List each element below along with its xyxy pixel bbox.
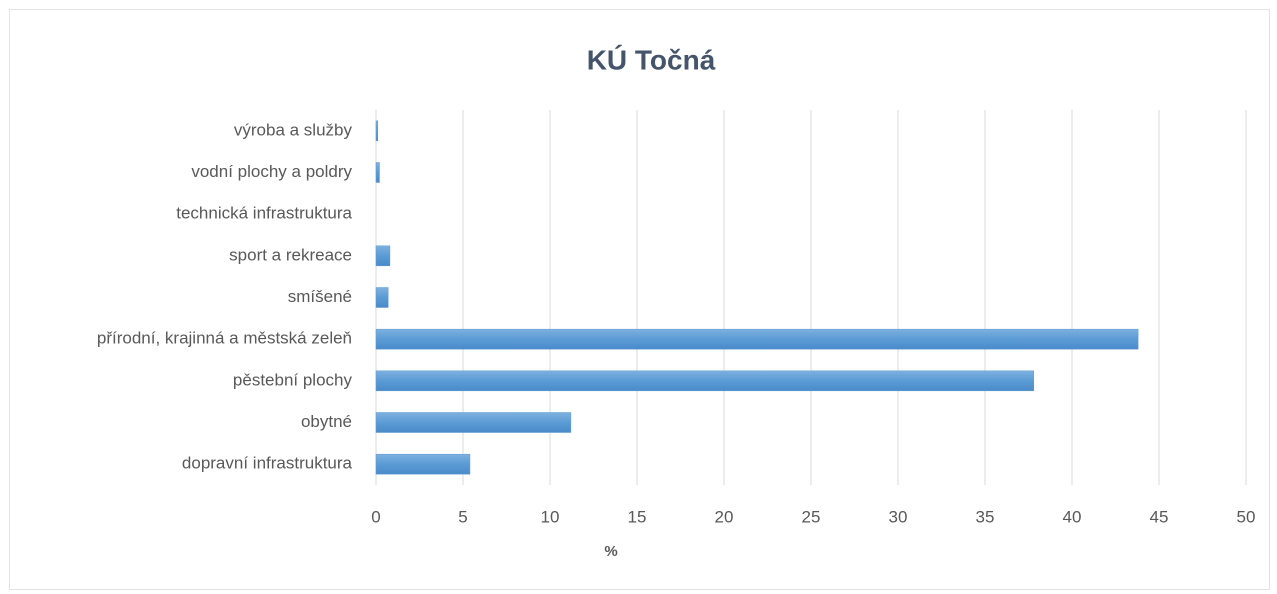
chart-frame — [9, 9, 1270, 590]
bar — [375, 328, 1139, 350]
x-tick-label: 5 — [458, 507, 467, 526]
bar — [375, 412, 572, 433]
y-tick-label: výroba a služby — [234, 120, 353, 139]
y-tick-label: dopravní infrastruktura — [182, 454, 353, 473]
x-tick-label: 25 — [802, 507, 821, 526]
x-tick-label: 30 — [889, 507, 908, 526]
bar — [375, 287, 389, 308]
x-tick-label: 20 — [715, 507, 734, 526]
y-tick-label: technická infrastruktura — [176, 204, 352, 223]
y-tick-label: přírodní, krajinná a městská zeleň — [97, 329, 352, 348]
bar — [375, 162, 380, 183]
y-tick-label: vodní plochy a poldry — [191, 162, 352, 181]
y-tick-label: smíšené — [288, 287, 352, 306]
x-tick-label: 15 — [628, 507, 647, 526]
x-tick-label: 0 — [371, 507, 380, 526]
y-tick-label: obytné — [301, 412, 352, 431]
chart-title: KÚ Točná — [587, 44, 716, 75]
x-tick-label: 45 — [1150, 507, 1169, 526]
x-axis-title: % — [604, 543, 617, 560]
bar — [375, 245, 391, 267]
x-tick-label: 35 — [976, 507, 995, 526]
y-tick-label: pěstební plochy — [233, 370, 353, 389]
x-tick-label: 40 — [1063, 507, 1082, 526]
bar — [375, 453, 471, 475]
bar — [375, 370, 1034, 392]
x-tick-label: 10 — [541, 507, 560, 526]
x-tick-label: 50 — [1237, 507, 1256, 526]
bar — [375, 120, 378, 142]
y-tick-label: sport a rekreace — [229, 245, 352, 264]
